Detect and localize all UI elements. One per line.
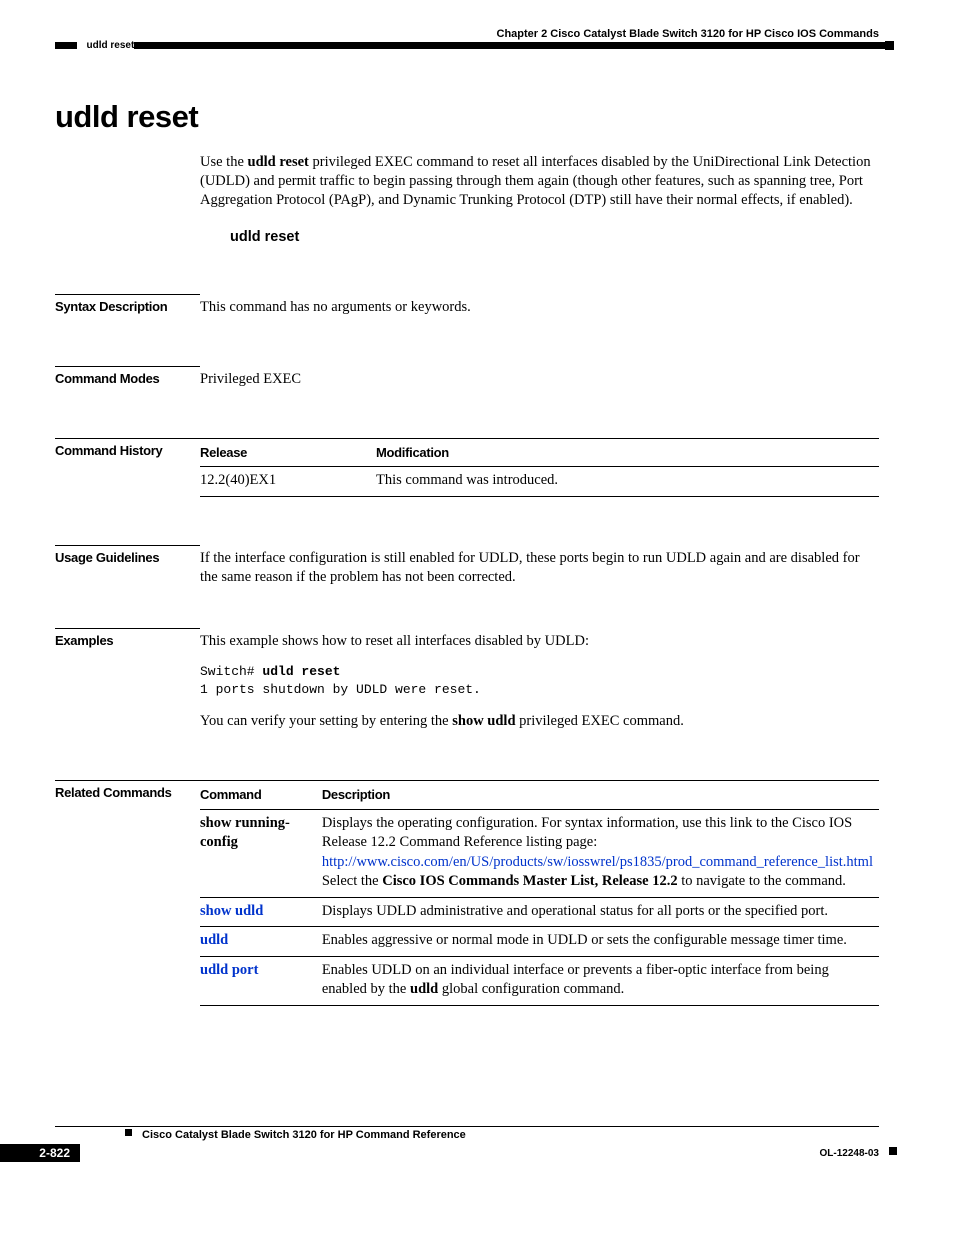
header-rule-left	[55, 42, 77, 49]
table-header-row: Command Description	[200, 780, 879, 809]
section-content: This example shows how to reset all inte…	[200, 628, 879, 732]
table-row: udld port Enables UDLD on an individual …	[200, 956, 879, 1005]
table-row: 12.2(40)EX1 This command was introduced.	[200, 467, 879, 497]
section-label: Command History	[55, 438, 200, 497]
syntax-description-section: Syntax Description This command has no a…	[55, 294, 879, 318]
intro-paragraph: Use the udld reset privileged EXEC comma…	[200, 153, 879, 210]
table-row: show running-config Displays the operati…	[200, 809, 879, 897]
col-release: Release	[200, 438, 376, 467]
section-label: Examples	[55, 628, 200, 732]
footer-book-title: Cisco Catalyst Blade Switch 3120 for HP …	[142, 1127, 466, 1141]
footer-mark-icon	[889, 1147, 897, 1155]
verify-paragraph: You can verify your setting by entering …	[200, 712, 879, 732]
udld-port-link[interactable]: udld port	[200, 962, 258, 978]
page-title: udld reset	[55, 99, 879, 135]
section-label: Related Commands	[55, 780, 200, 1006]
section-label: Syntax Description	[55, 294, 200, 318]
section-content: Release Modification 12.2(40)EX1 This co…	[200, 438, 879, 497]
header-section-tag: udld reset	[87, 40, 135, 51]
header-rule	[134, 42, 891, 49]
section-label: Command Modes	[55, 366, 200, 390]
page-footer: Cisco Catalyst Blade Switch 3120 for HP …	[55, 1126, 879, 1162]
page-header: udld reset Chapter 2 Cisco Catalyst Blad…	[55, 40, 879, 54]
table-row: show udld Displays UDLD administrative a…	[200, 897, 879, 927]
command-modes-section: Command Modes Privileged EXEC	[55, 366, 879, 390]
page-number-badge: 2-822	[0, 1144, 80, 1162]
usage-guidelines-section: Usage Guidelines If the interface config…	[55, 545, 879, 588]
history-table: Release Modification 12.2(40)EX1 This co…	[200, 438, 879, 497]
col-description: Description	[322, 780, 879, 809]
syntax-line: udld reset	[230, 228, 879, 247]
table-row: udld Enables aggressive or normal mode i…	[200, 927, 879, 957]
udld-link[interactable]: udld	[200, 932, 228, 948]
table-header-row: Release Modification	[200, 438, 879, 467]
section-content: Command Description show running-config …	[200, 780, 879, 1006]
section-content: This command has no arguments or keyword…	[200, 294, 879, 318]
col-command: Command	[200, 780, 322, 809]
chapter-line: Chapter 2 Cisco Catalyst Blade Switch 31…	[134, 28, 879, 42]
example-code: Switch# udld reset1 ports shutdown by UD…	[200, 663, 879, 698]
section-content: Privileged EXEC	[200, 366, 879, 390]
related-commands-section: Related Commands Command Description sho…	[55, 780, 879, 1006]
examples-section: Examples This example shows how to reset…	[55, 628, 879, 732]
section-content: If the interface configuration is still …	[200, 545, 879, 588]
command-history-section: Command History Release Modification 12.…	[55, 438, 879, 497]
related-table: Command Description show running-config …	[200, 780, 879, 1006]
footer-square-icon	[125, 1129, 132, 1136]
section-label: Usage Guidelines	[55, 545, 200, 588]
show-udld-link[interactable]: show udld	[200, 903, 263, 919]
intro-block: Use the udld reset privileged EXEC comma…	[200, 153, 879, 246]
col-modification: Modification	[376, 438, 879, 467]
cisco-link[interactable]: http://www.cisco.com/en/US/products/sw/i…	[322, 854, 873, 870]
doc-id: OL-12248-03	[820, 1148, 879, 1159]
